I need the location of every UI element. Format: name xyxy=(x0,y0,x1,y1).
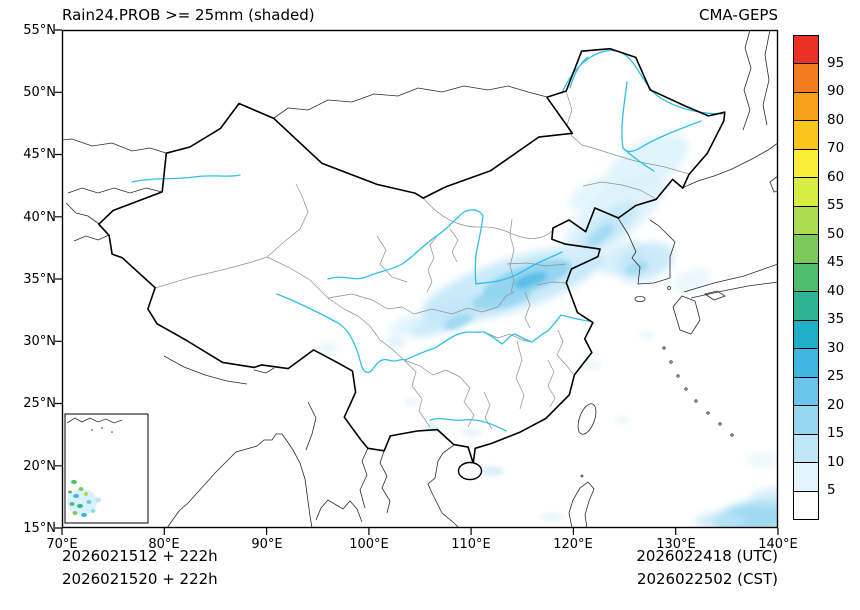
colorbar-cell xyxy=(794,234,818,263)
lat-tick-label: 20°N xyxy=(23,459,56,474)
lat-tick-label: 50°N xyxy=(23,85,56,100)
valid-time-utc: 2026022418 (UTC) xyxy=(636,547,778,565)
colorbar-label: 50 xyxy=(827,225,845,242)
lon-tick-label: 100°E xyxy=(349,537,389,552)
foreign-coastlines xyxy=(62,30,778,528)
init-times: 2026021512 + 222h 2026021520 + 222h xyxy=(62,545,218,591)
lon-tick-label: 80°E xyxy=(148,537,180,552)
colorbar-cell xyxy=(794,319,818,349)
colorbar-label: 70 xyxy=(827,140,845,157)
colorbar-label: 15 xyxy=(827,425,845,442)
lat-tick-label: 35°N xyxy=(23,272,56,287)
china-boundary xyxy=(98,47,726,465)
colorbar-cell xyxy=(794,36,818,64)
valid-time-cst: 2026022502 (CST) xyxy=(636,570,778,588)
colorbar-cell xyxy=(794,462,818,491)
colorbar-label: 80 xyxy=(827,111,845,128)
colorbar-cell xyxy=(794,91,818,121)
lat-tick-label: 45°N xyxy=(23,147,56,162)
colorbar-cell xyxy=(794,291,818,320)
colorbar-label: 45 xyxy=(827,254,845,271)
colorbar-cell xyxy=(794,405,818,434)
colorbar-label: 40 xyxy=(827,282,845,299)
colorbar-cell xyxy=(794,433,818,463)
lat-tick-label: 30°N xyxy=(23,334,56,349)
colorbar-cell xyxy=(794,348,818,377)
map-frame xyxy=(61,29,779,529)
colorbar-label: 25 xyxy=(827,368,845,385)
colorbar-label: 90 xyxy=(827,83,845,100)
init-time-cst: 2026021520 + 222h xyxy=(62,570,218,588)
lat-tick-label: 25°N xyxy=(23,396,56,411)
colorbar-cell xyxy=(794,120,818,149)
colorbar-cell xyxy=(794,205,818,235)
lat-tick-label: 55°N xyxy=(23,23,56,38)
colorbar-label: 10 xyxy=(827,453,845,470)
init-time-utc: 2026021512 + 222h xyxy=(62,547,218,565)
lon-tick-label: 110°E xyxy=(451,537,491,552)
colorbar-cell xyxy=(794,177,818,206)
precip-shading xyxy=(318,134,778,528)
colorbar-cell xyxy=(794,490,818,519)
header: Rain24.PROB >= 25mm (shaded) CMA-GEPS xyxy=(62,6,778,24)
colorbar-cell xyxy=(794,148,818,178)
footer: 2026021512 + 222h 2026021520 + 222h 2026… xyxy=(62,545,778,591)
colorbar-cell xyxy=(794,376,818,406)
colorbar-label: 95 xyxy=(827,54,845,71)
colorbar-cell xyxy=(794,262,818,292)
lon-tick-label: 120°E xyxy=(553,537,593,552)
colorbar-label: 30 xyxy=(827,339,845,356)
colorbar-label: 5 xyxy=(827,482,836,499)
page-title: Rain24.PROB >= 25mm (shaded) xyxy=(62,6,315,24)
colorbar-cell xyxy=(794,63,818,92)
hainan-island xyxy=(457,461,483,481)
colorbar xyxy=(793,35,819,520)
lon-tick-label: 140°E xyxy=(758,537,798,552)
axis-ticks xyxy=(55,29,779,535)
colorbar-label: 55 xyxy=(827,197,845,214)
lat-tick-label: 40°N xyxy=(23,210,56,225)
sea-inset xyxy=(64,413,149,524)
rivers xyxy=(131,49,723,432)
lon-tick-label: 90°E xyxy=(251,537,283,552)
colorbar-label: 60 xyxy=(827,168,845,185)
map-plot xyxy=(55,29,779,535)
colorbar-label: 20 xyxy=(827,396,845,413)
lon-tick-label: 70°E xyxy=(46,537,78,552)
lat-tick-label: 15°N xyxy=(23,521,56,536)
colorbar-label: 35 xyxy=(827,311,845,328)
valid-times: 2026022418 (UTC) 2026022502 (CST) xyxy=(636,545,778,591)
lon-tick-label: 130°E xyxy=(656,537,696,552)
model-name: CMA-GEPS xyxy=(699,6,778,24)
